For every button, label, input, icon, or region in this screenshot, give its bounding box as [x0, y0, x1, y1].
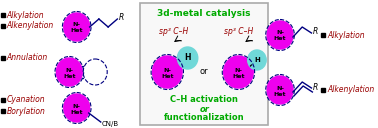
Text: Alkylation: Alkylation: [327, 30, 365, 40]
Text: N-: N-: [163, 67, 171, 72]
Text: N-: N-: [65, 67, 73, 72]
Text: Het: Het: [63, 73, 76, 78]
Text: CN/B: CN/B: [102, 121, 119, 127]
Text: Het: Het: [70, 109, 83, 115]
Text: Het: Het: [161, 73, 174, 78]
Circle shape: [152, 56, 182, 88]
Text: Annulation: Annulation: [6, 54, 48, 62]
Text: Borylation: Borylation: [6, 106, 45, 115]
Circle shape: [267, 21, 293, 49]
Text: C–H activation: C–H activation: [170, 95, 238, 104]
Circle shape: [56, 58, 82, 86]
Text: N-: N-: [276, 86, 284, 90]
Text: Het: Het: [274, 36, 286, 41]
Text: 3d-metal catalysis: 3d-metal catalysis: [158, 9, 251, 19]
Text: Het: Het: [232, 73, 245, 78]
Text: or: or: [199, 104, 209, 114]
Text: Alkylation: Alkylation: [6, 10, 44, 19]
Text: N-: N-: [276, 30, 284, 35]
Text: N-: N-: [73, 23, 81, 28]
Text: R: R: [312, 26, 318, 35]
Circle shape: [64, 94, 90, 122]
Circle shape: [224, 56, 253, 88]
Text: Cyanation: Cyanation: [6, 95, 45, 104]
Text: sp³ C–H: sp³ C–H: [159, 28, 188, 36]
Text: N-: N-: [234, 67, 242, 72]
Circle shape: [267, 76, 293, 104]
Circle shape: [64, 13, 90, 41]
Circle shape: [177, 47, 198, 69]
Circle shape: [248, 50, 266, 70]
Text: R: R: [312, 83, 318, 93]
Text: Alkenylation: Alkenylation: [327, 86, 375, 94]
Text: or: or: [200, 67, 209, 77]
Text: R: R: [119, 13, 124, 22]
Text: N-: N-: [73, 104, 81, 109]
Text: Het: Het: [70, 29, 83, 34]
Text: functionalization: functionalization: [164, 114, 245, 122]
Text: H: H: [184, 54, 191, 62]
Text: sp³ C–H: sp³ C–H: [224, 28, 253, 36]
Text: H: H: [254, 57, 260, 63]
FancyBboxPatch shape: [141, 3, 268, 125]
Text: Het: Het: [274, 92, 286, 97]
Text: Alkenylation: Alkenylation: [6, 22, 54, 30]
